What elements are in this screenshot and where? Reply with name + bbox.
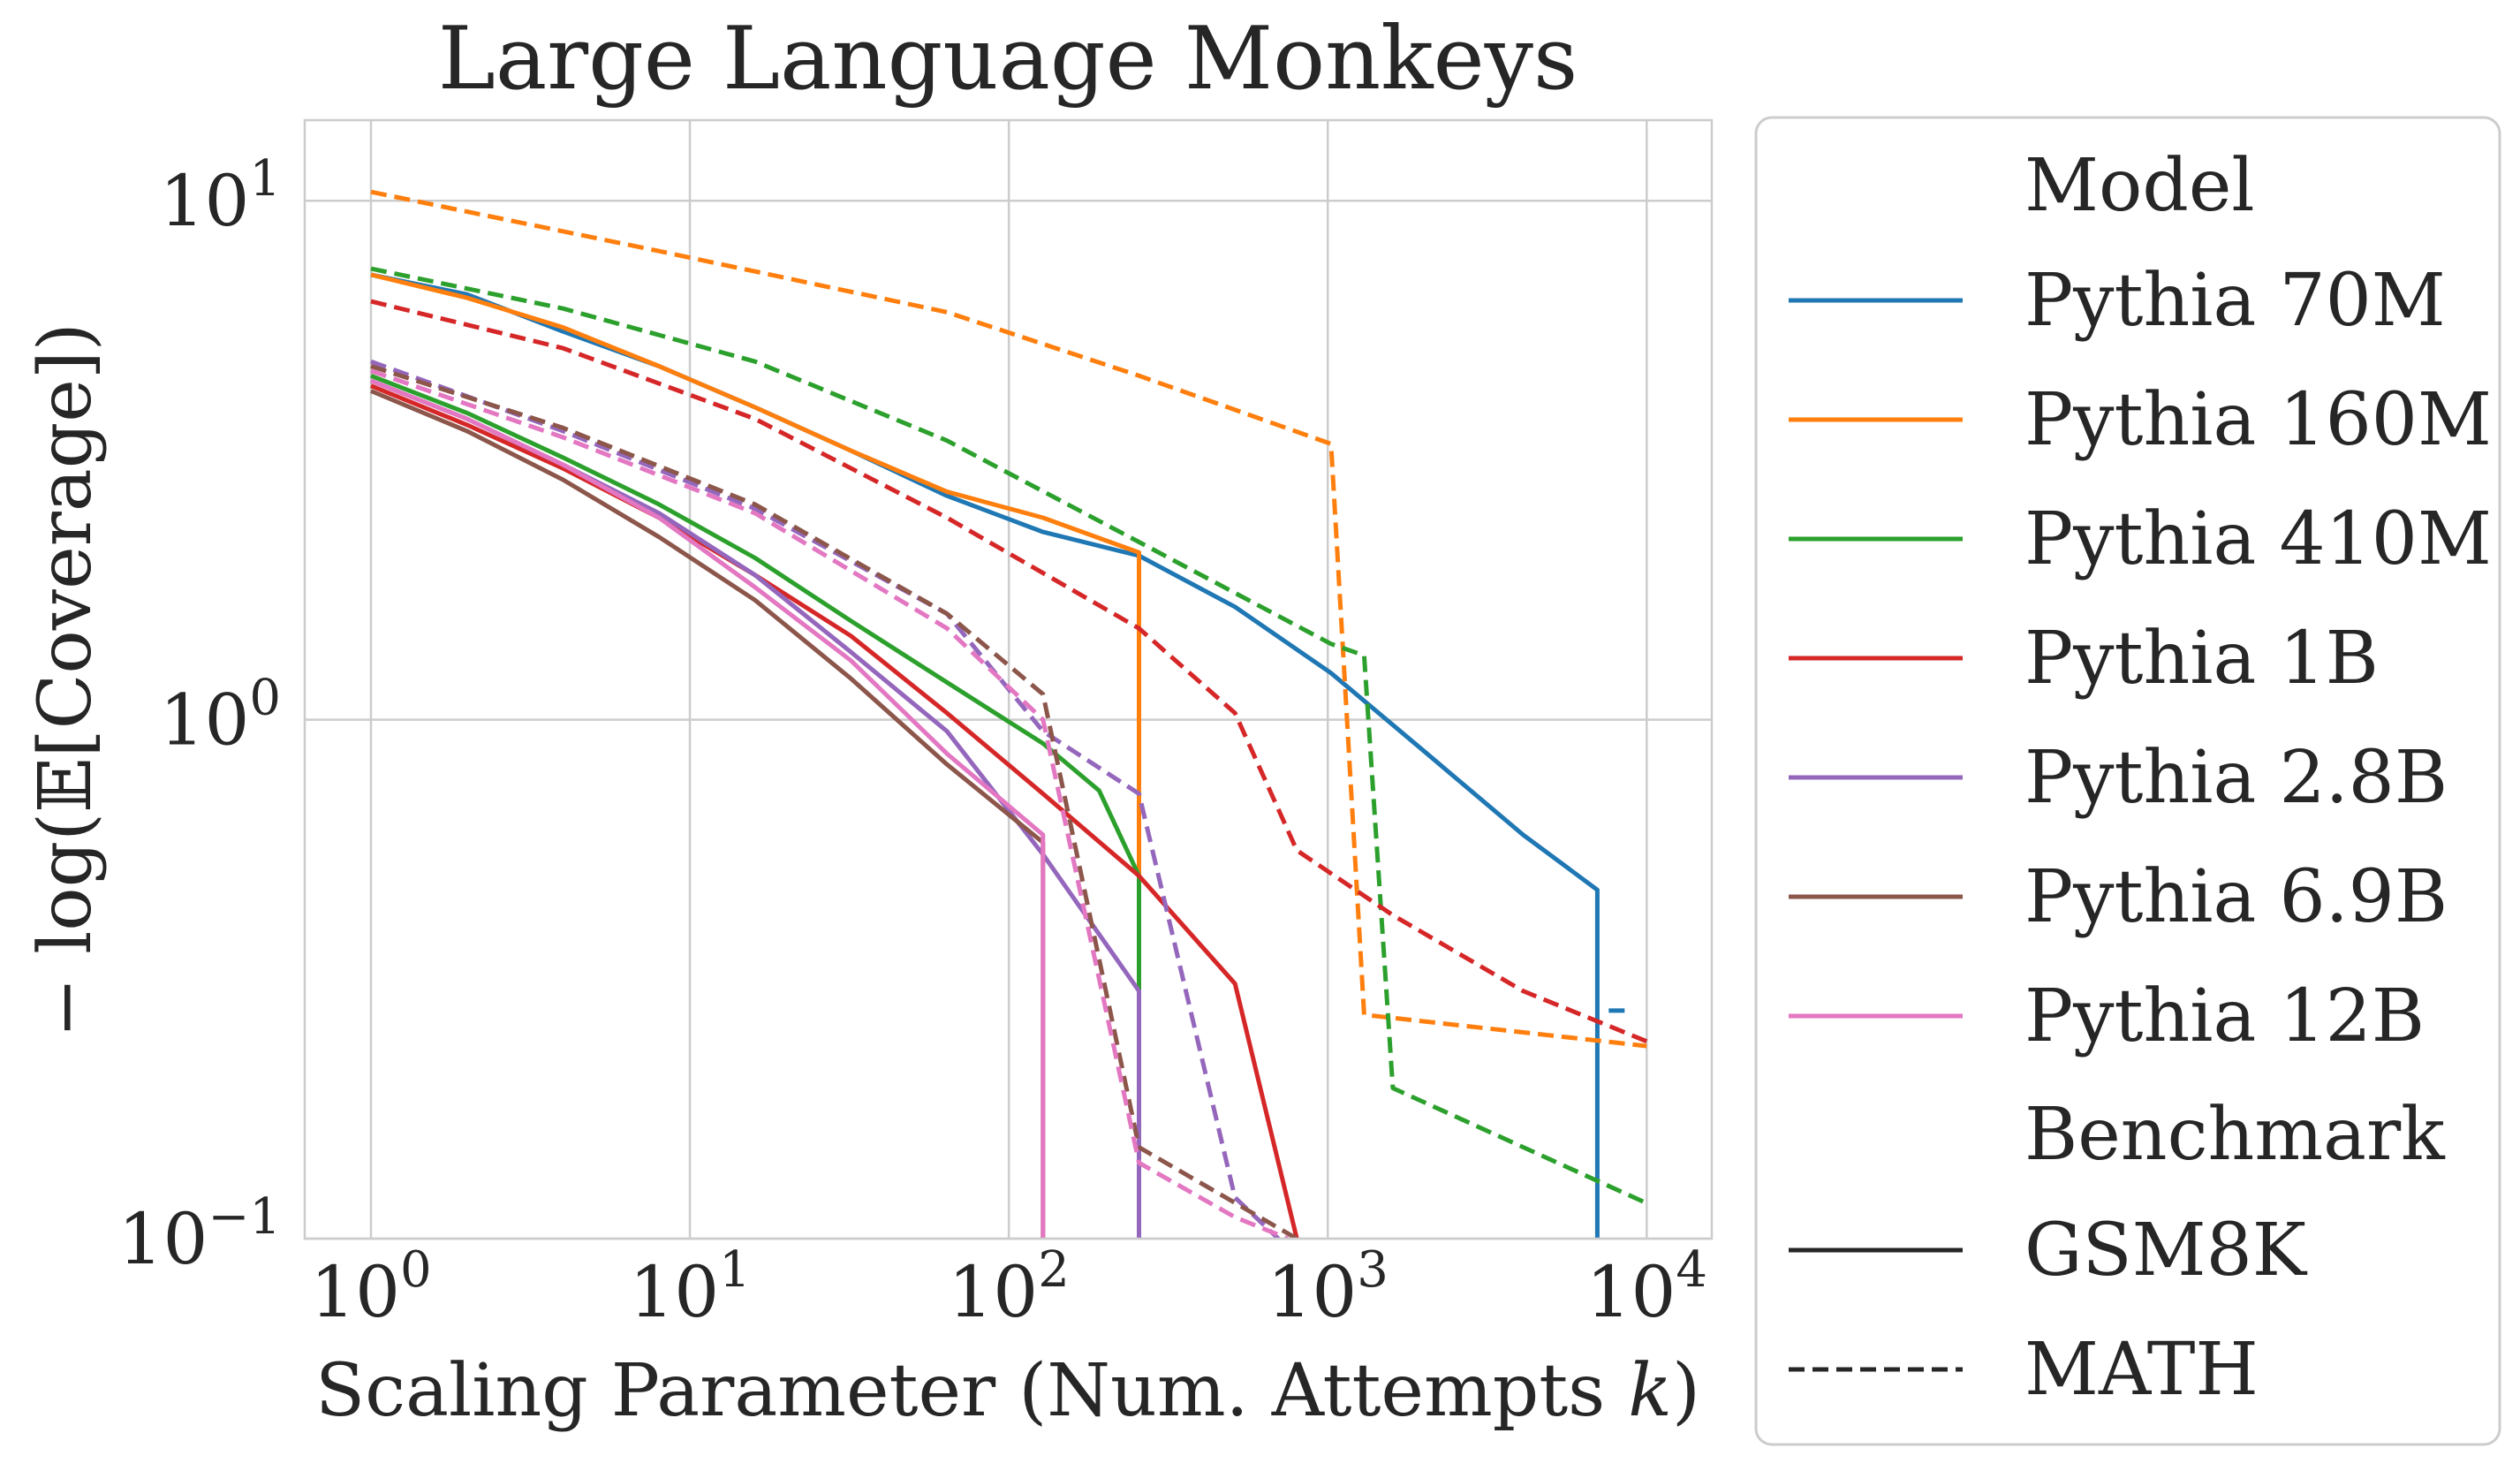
x-tick-exponent: 3 bbox=[1357, 1241, 1389, 1299]
x-tick-exponent: 4 bbox=[1676, 1241, 1707, 1299]
x-tick-label: 100 bbox=[310, 1241, 431, 1333]
x-tick-base: 10 bbox=[310, 1251, 400, 1333]
x-tick-label: 101 bbox=[629, 1241, 750, 1333]
y-tick-exponent: 0 bbox=[249, 670, 281, 727]
series-layer bbox=[370, 189, 1648, 1239]
series-line-pythia-12b-gsm8k bbox=[370, 378, 1046, 1239]
x-tick-exponent: 1 bbox=[719, 1241, 751, 1299]
x-tick-label: 103 bbox=[1267, 1241, 1388, 1333]
legend-label-pythia-1b: Pythia 1B bbox=[2024, 617, 2379, 701]
legend-label-pythia-70m: Pythia 70M bbox=[2024, 259, 2446, 343]
legend-label-gsm8k: GSM8K bbox=[2024, 1209, 2308, 1293]
legend-label-pythia-160m: Pythia 160M bbox=[2024, 378, 2492, 462]
series-line-pythia-160m-gsm8k bbox=[370, 272, 1141, 1239]
x-tick-label: 102 bbox=[948, 1241, 1069, 1333]
x-tick-base: 10 bbox=[948, 1251, 1038, 1333]
legend-benchmark-entries: GSM8K MATH bbox=[1789, 1209, 2308, 1412]
y-tick-exponent: −1 bbox=[208, 1188, 281, 1246]
legend-label-pythia-410m: Pythia 410M bbox=[2024, 497, 2492, 581]
y-tick-label: 10−1 bbox=[118, 1188, 281, 1280]
legend-label-pythia-6-9b: Pythia 6.9B bbox=[2024, 855, 2448, 939]
x-axis-label: Scaling Parameter (Num. Attempts k) bbox=[315, 1349, 1700, 1433]
x-axis-label-variable: k bbox=[1628, 1349, 1672, 1433]
series-line-pythia-160m-math bbox=[370, 189, 1647, 1049]
x-tick-label: 104 bbox=[1586, 1241, 1707, 1333]
y-tick-base: 10 bbox=[118, 1198, 208, 1280]
x-tick-base: 10 bbox=[1586, 1251, 1676, 1333]
legend-label-math: MATH bbox=[2024, 1328, 2259, 1412]
x-tick-base: 10 bbox=[1267, 1251, 1357, 1333]
legend-header-benchmark: Benchmark bbox=[2024, 1093, 2446, 1177]
series-line-pythia-6-9b-math bbox=[370, 364, 1298, 1239]
series-line-pythia-12b-math bbox=[370, 368, 1290, 1239]
legend-model-entries: Pythia 70M Pythia 160M Pythia 410M Pythia 1… bbox=[1789, 259, 2492, 1058]
legend-header-model: Model bbox=[2024, 144, 2255, 228]
x-tick-exponent: 0 bbox=[400, 1241, 432, 1299]
legend-label-pythia-12b: Pythia 12B bbox=[2024, 974, 2425, 1058]
y-tick-label: 100 bbox=[160, 670, 281, 762]
series-line-pythia-70m-gsm8k bbox=[370, 272, 1600, 1239]
x-tick-base: 10 bbox=[629, 1251, 719, 1333]
series-line-pythia-410m-gsm8k bbox=[370, 373, 1141, 1239]
x-axis-label-close: ) bbox=[1672, 1349, 1700, 1433]
legend-box bbox=[1754, 116, 2501, 1446]
legend-label-pythia-2-8b: Pythia 2.8B bbox=[2024, 736, 2448, 820]
x-axis-label-text: Scaling Parameter (Num. Attempts bbox=[315, 1349, 1628, 1433]
y-axis-label: − log(𝔼[Coverage]) bbox=[24, 322, 108, 1037]
chart-title: Large Language Monkeys bbox=[438, 9, 1578, 110]
series-line-pythia-1b-gsm8k bbox=[370, 383, 1299, 1239]
y-tick-label: 101 bbox=[160, 150, 281, 242]
series-line-pythia-1b-math bbox=[370, 299, 1648, 1044]
y-tick-base: 10 bbox=[160, 679, 250, 762]
series-line-pythia-6-9b-gsm8k bbox=[370, 389, 1046, 1239]
x-tick-exponent: 2 bbox=[1038, 1241, 1070, 1299]
plot-frame bbox=[303, 118, 1714, 1240]
series-line-pythia-410m-math bbox=[370, 266, 1648, 1206]
y-tick-base: 10 bbox=[160, 160, 250, 242]
y-tick-exponent: 1 bbox=[249, 150, 281, 208]
